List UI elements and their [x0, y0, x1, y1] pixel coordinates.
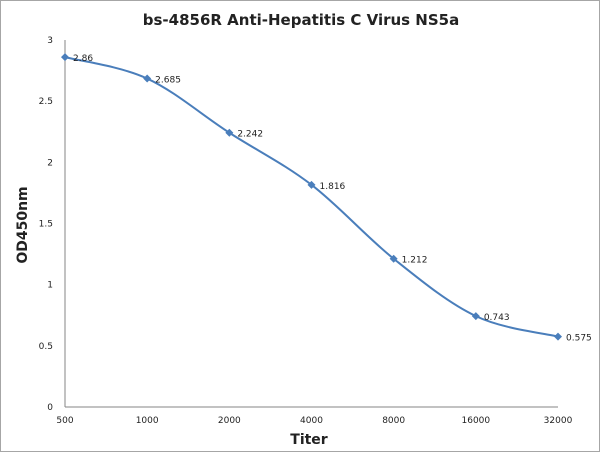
data-label: 2.685 — [155, 76, 181, 86]
data-point — [554, 332, 562, 341]
x-tick-label: 1000 — [136, 416, 159, 426]
y-tick-label: 0.5 — [39, 342, 53, 352]
data-label: 2.86 — [73, 54, 93, 64]
data-point — [225, 128, 234, 137]
x-tick-label: 500 — [56, 416, 73, 426]
y-tick-label: 2 — [47, 158, 53, 168]
x-tick-label: 8000 — [382, 416, 405, 426]
y-axis-label: OD450nm — [15, 186, 31, 263]
data-label: 1.212 — [402, 256, 428, 266]
data-point — [61, 53, 69, 62]
y-tick-label: 2.5 — [39, 97, 53, 107]
data-label: 2.242 — [237, 130, 263, 140]
data-point — [389, 254, 398, 263]
x-tick-label: 16000 — [462, 416, 491, 426]
x-tick-label: 2000 — [218, 416, 241, 426]
series-line — [64, 56, 559, 338]
data-point — [143, 74, 152, 83]
data-label: 1.816 — [320, 182, 346, 192]
y-tick-label: 1.5 — [39, 220, 53, 230]
data-label: 0.575 — [566, 334, 592, 344]
x-tick-label: 32000 — [544, 416, 573, 426]
y-tick-label: 3 — [47, 36, 53, 46]
data-label: 0.743 — [484, 313, 510, 323]
y-tick-label: 1 — [47, 281, 53, 291]
y-tick-label: 0 — [47, 403, 53, 413]
data-point — [471, 312, 480, 321]
chart-title: bs-4856R Anti-Hepatitis C Virus NS5a — [143, 11, 459, 29]
data-point — [307, 180, 316, 189]
x-axis-label: Titer — [290, 432, 328, 448]
x-tick-label: 4000 — [300, 416, 323, 426]
